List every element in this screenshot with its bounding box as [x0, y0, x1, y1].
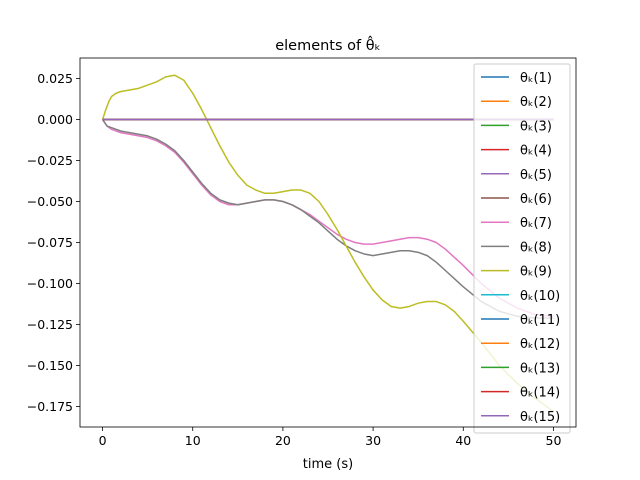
- x-axis-ticks: 0 10 20 30 40 50: [99, 427, 562, 448]
- series-line-8: [101, 119, 554, 319]
- legend-label: θₖ(12): [520, 337, 560, 352]
- legend-label: θₖ(8): [520, 240, 552, 255]
- y-tick-label: −0.175: [27, 399, 73, 414]
- x-tick-label: 40: [455, 433, 471, 448]
- series-lines: [101, 74, 554, 413]
- legend-label: θₖ(6): [520, 192, 552, 207]
- series-line-9: [101, 74, 554, 413]
- y-axis-ticks: 0.025 0.000 −0.025 −0.050 −0.075 −0.100 −0.125…: [27, 71, 80, 414]
- legend: θₖ(1) θₖ(2) θₖ(3) θₖ(4) θₖ(5) θₖ(6) θₖ(7) θₖ(8)…: [473, 63, 571, 434]
- legend-label: θₖ(15): [520, 410, 560, 425]
- x-tick-label: 0: [99, 433, 107, 448]
- legend-label: θₖ(5): [520, 168, 552, 183]
- x-tick-label: 20: [275, 433, 291, 448]
- legend-label: θₖ(1): [520, 71, 552, 86]
- y-tick-label: −0.100: [27, 276, 73, 291]
- legend-label: θₖ(4): [520, 144, 552, 159]
- chart-title: elements of θ̂ₖ: [275, 35, 381, 54]
- legend-label: θₖ(14): [520, 386, 560, 401]
- x-tick-label: 10: [185, 433, 201, 448]
- legend-box: [473, 63, 571, 434]
- y-tick-label: −0.050: [27, 194, 73, 209]
- y-tick-label: 0.025: [37, 71, 73, 86]
- y-tick-label: 0.000: [37, 112, 73, 127]
- x-axis-label: time (s): [303, 457, 353, 472]
- y-tick-label: −0.125: [27, 317, 73, 332]
- legend-label: θₖ(3): [520, 119, 552, 134]
- legend-label: θₖ(10): [520, 289, 560, 304]
- y-tick-label: −0.150: [27, 358, 73, 373]
- y-tick-label: −0.025: [27, 153, 73, 168]
- legend-label: θₖ(7): [520, 216, 552, 231]
- legend-label: θₖ(9): [520, 265, 552, 280]
- x-tick-label: 50: [546, 433, 562, 448]
- legend-label: θₖ(13): [520, 361, 560, 376]
- y-tick-label: −0.075: [27, 235, 73, 250]
- legend-label: θₖ(11): [520, 313, 560, 328]
- legend-label: θₖ(2): [520, 95, 552, 110]
- x-tick-label: 30: [365, 433, 381, 448]
